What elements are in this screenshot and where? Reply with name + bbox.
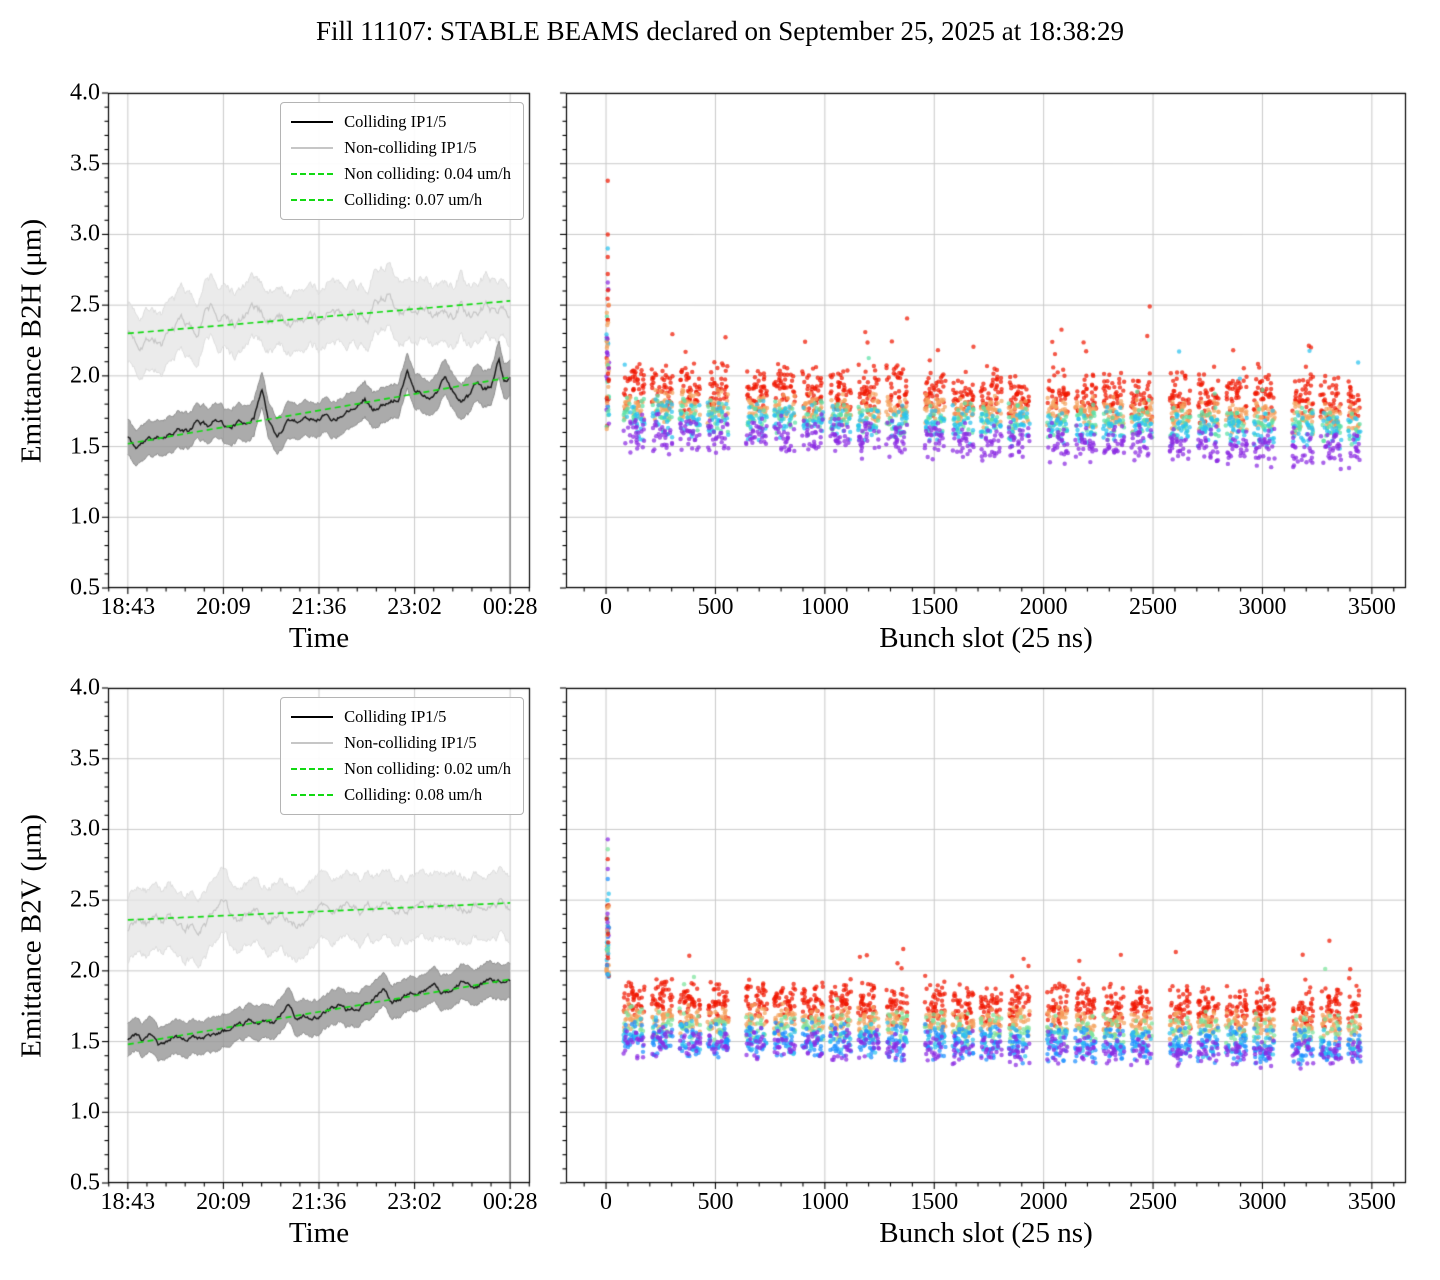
legend-label: Colliding: 0.08 um/h [344,785,483,804]
x-tick-label: 3000 [1238,594,1287,620]
x-tick-label: 2500 [1129,1189,1178,1215]
x-tick-label: 00:28 [482,594,538,620]
legend-label: Non colliding: 0.04 um/h [344,164,511,183]
legend-line-swatch [291,146,334,149]
legend: Colliding IP1/5 Non-colliding IP1/5 Non co… [280,697,524,815]
y-tick-label: 2.5 [70,886,100,913]
x-tick-label: 21:36 [291,594,347,620]
legend-line-swatch [291,715,334,718]
legend-line-swatch [291,767,334,770]
y-tick-label: 3.0 [70,815,100,842]
legend-item: Non colliding: 0.04 um/h [291,163,511,184]
panel-emittance-b2h-vs-bunch-slot: Bunch slot (25 ns) 0 500 1000 1500 2000 2500 3… [550,77,1422,654]
figure-title: Fill 11107: STABLE BEAMS declared on Sep… [315,16,1124,46]
legend-label: Non-colliding IP1/5 [344,733,477,752]
x-axis-label-time: Time [288,622,350,654]
x-tick-label: 0 [600,594,613,620]
y-tick-label: 4.0 [70,674,100,701]
x-tick-label: 23:02 [387,1189,442,1215]
legend-label: Colliding IP1/5 [344,707,447,726]
legend-item: Non colliding: 0.02 um/h [291,758,511,779]
y-tick-label: 1.5 [70,1028,100,1055]
b2v-bunch-plot-canvas [550,672,1422,1199]
x-tick-label: 20:09 [196,1189,251,1215]
y-tick-label: 0.5 [70,1169,100,1196]
x-tick-label: 500 [697,594,734,620]
x-tick-label: 1500 [910,594,959,620]
x-tick-label: 18:43 [100,594,156,620]
x-tick-label: 18:43 [100,1189,156,1215]
x-axis-label-bunch-slot: Bunch slot (25 ns) [879,1217,1093,1249]
x-tick-label: 00:28 [482,1189,538,1215]
x-axis-label-time: Time [288,1217,350,1249]
legend-line-swatch [291,198,334,201]
legend-line-swatch [291,793,334,796]
x-tick-label: 500 [697,1189,734,1215]
b2h-bunch-plot-canvas [550,77,1422,604]
x-tick-label: 3500 [1347,1189,1396,1215]
legend-item: Colliding IP1/5 [291,111,511,132]
panel-emittance-b2h-vs-time: Emittance B2H (μm) Time 18:43 20:09 21:36 2… [16,77,546,654]
x-tick-label: 3000 [1238,1189,1287,1215]
legend-label: Non-colliding IP1/5 [344,138,477,157]
x-tick-label: 23:02 [387,594,442,620]
x-tick-label: 2500 [1129,594,1178,620]
y-tick-label: 2.0 [70,362,100,389]
legend-label: Colliding IP1/5 [344,112,447,131]
x-tick-label: 20:09 [196,594,251,620]
x-tick-label: 21:36 [291,1189,347,1215]
legend-item: Non-colliding IP1/5 [291,137,511,158]
x-tick-label: 1000 [800,594,849,620]
legend-line-swatch [291,172,334,175]
y-tick-label: 0.5 [70,574,100,601]
x-axis-label-bunch-slot: Bunch slot (25 ns) [879,622,1093,654]
y-tick-label: 2.5 [70,291,100,318]
y-tick-label: 2.0 [70,957,100,984]
y-tick-label: 3.0 [70,220,100,247]
legend: Colliding IP1/5 Non-colliding IP1/5 Non co… [280,102,524,220]
y-tick-label: 1.0 [70,503,100,530]
panel-emittance-b2v-vs-time: Emittance B2V (μm) Time 18:43 20:09 21:36 2… [16,672,546,1249]
legend-item: Colliding IP1/5 [291,706,511,727]
x-tick-label: 0 [600,1189,613,1215]
x-tick-label: 2000 [1019,1189,1068,1215]
y-tick-label: 4.0 [70,79,100,106]
legend-item: Colliding: 0.08 um/h [291,784,511,805]
panel-emittance-b2v-vs-bunch-slot: Bunch slot (25 ns) 0 500 1000 1500 2000 2500 3… [550,672,1422,1249]
legend-line-swatch [291,741,334,744]
legend-line-swatch [291,120,334,123]
legend-item: Non-colliding IP1/5 [291,732,511,753]
x-tick-label: 3500 [1347,594,1396,620]
x-tick-label: 2000 [1019,594,1068,620]
y-tick-label: 3.5 [70,150,100,177]
x-tick-label: 1000 [800,1189,849,1215]
y-axis-label-b2v: Emittance B2V (μm) [15,813,48,1058]
y-axis-label-b2h: Emittance B2H (μm) [15,218,48,463]
y-tick-label: 3.5 [70,745,100,772]
y-tick-label: 1.0 [70,1098,100,1125]
legend-label: Colliding: 0.07 um/h [344,190,483,209]
legend-item: Colliding: 0.07 um/h [291,189,511,210]
legend-label: Non colliding: 0.02 um/h [344,759,511,778]
x-tick-label: 1500 [910,1189,959,1215]
y-tick-label: 1.5 [70,433,100,460]
